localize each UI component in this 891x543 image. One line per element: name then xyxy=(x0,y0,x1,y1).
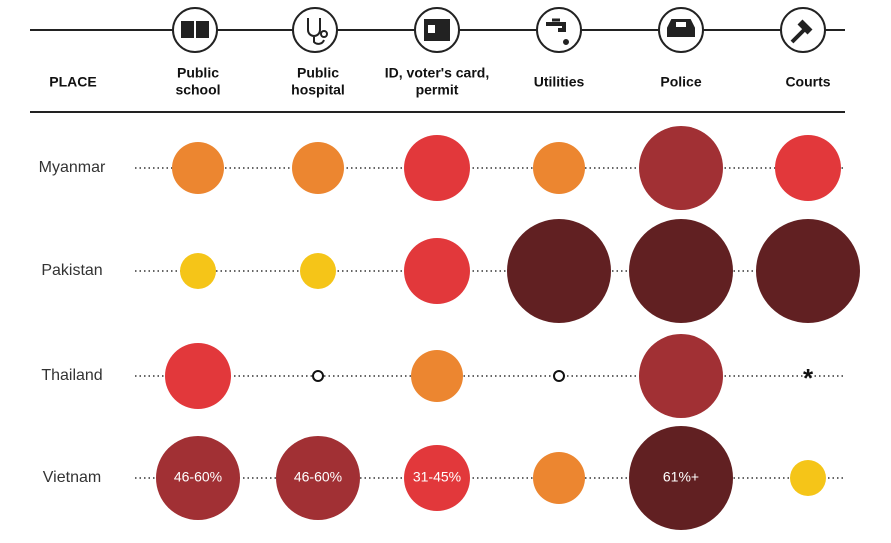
bubble xyxy=(404,238,470,304)
bubble xyxy=(507,219,611,323)
hollow-marker xyxy=(312,370,324,382)
bubble xyxy=(292,142,344,194)
bubble-label: 46-60% xyxy=(174,469,222,485)
column-header: Utilities xyxy=(534,74,585,90)
column-header: school xyxy=(175,82,220,98)
bubble xyxy=(180,253,216,289)
bubble xyxy=(775,135,841,201)
bubble xyxy=(639,334,723,418)
icons xyxy=(172,7,826,53)
row-label: Vietnam xyxy=(43,469,101,486)
column-header: Public xyxy=(177,65,219,81)
bubble xyxy=(756,219,860,323)
bubble xyxy=(172,142,224,194)
bubble-label: 46-60% xyxy=(294,469,342,485)
bubble xyxy=(629,219,733,323)
column-header: permit xyxy=(416,82,459,98)
bubble xyxy=(790,460,826,496)
bubble xyxy=(404,135,470,201)
column-header: hospital xyxy=(291,82,345,98)
bubble xyxy=(156,436,240,520)
bubble xyxy=(404,445,470,511)
bubble xyxy=(533,142,585,194)
bubble xyxy=(629,426,733,530)
row-label: Myanmar xyxy=(39,159,106,176)
column-header: Police xyxy=(660,74,701,90)
hollow-marker xyxy=(553,370,565,382)
bubble xyxy=(165,343,231,409)
bubble-label: 61%+ xyxy=(663,469,699,485)
bubble xyxy=(276,436,360,520)
place-header: PLACE xyxy=(49,74,96,90)
column-header: Public xyxy=(297,65,339,81)
bubble xyxy=(533,452,585,504)
bubble xyxy=(411,350,463,402)
bubble xyxy=(639,126,723,210)
bubble xyxy=(300,253,336,289)
row-label: Pakistan xyxy=(41,262,102,279)
bubble-label: 31-45% xyxy=(413,469,461,485)
column-header: Courts xyxy=(785,74,830,90)
row-label: Thailand xyxy=(41,367,102,384)
no-data-mark: * xyxy=(803,363,814,393)
column-header: ID, voter's card, xyxy=(385,65,489,81)
